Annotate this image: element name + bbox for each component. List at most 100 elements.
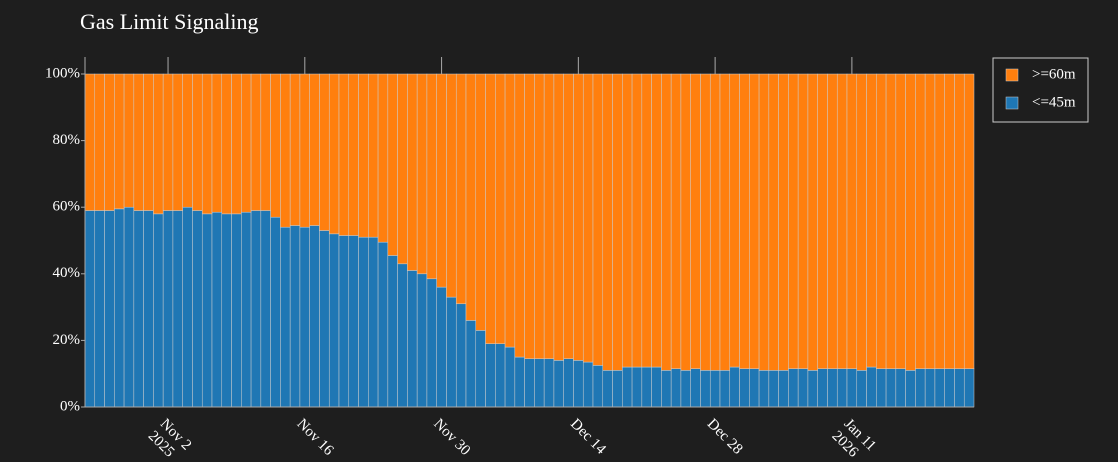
bar bbox=[905, 370, 916, 408]
bar bbox=[241, 73, 252, 213]
bar bbox=[788, 73, 799, 369]
bar bbox=[651, 73, 662, 368]
bar bbox=[407, 270, 418, 408]
bar bbox=[299, 226, 310, 408]
bar bbox=[172, 73, 183, 211]
bar bbox=[426, 73, 437, 280]
bar bbox=[84, 210, 96, 408]
bar bbox=[104, 73, 115, 211]
bar bbox=[954, 368, 965, 408]
bar bbox=[924, 368, 936, 408]
bar bbox=[446, 296, 457, 408]
bar bbox=[162, 210, 174, 408]
y-tick-label: 40% bbox=[53, 265, 81, 281]
bar bbox=[622, 73, 633, 368]
legend-swatch bbox=[1005, 96, 1019, 110]
bar bbox=[143, 210, 154, 408]
bar bbox=[876, 368, 887, 408]
bar bbox=[133, 210, 144, 408]
bar bbox=[856, 73, 867, 371]
bar bbox=[123, 206, 135, 408]
bar bbox=[241, 211, 252, 408]
bar bbox=[358, 73, 369, 238]
bar bbox=[211, 211, 223, 408]
bar bbox=[807, 73, 818, 371]
bar bbox=[338, 73, 350, 236]
bar bbox=[846, 368, 858, 408]
bar bbox=[387, 73, 398, 256]
bar bbox=[192, 210, 203, 408]
bar bbox=[114, 208, 125, 408]
chart-title: Gas Limit Signaling bbox=[80, 9, 258, 34]
bar bbox=[934, 73, 945, 369]
bar bbox=[338, 235, 350, 408]
bar bbox=[670, 368, 682, 408]
bar bbox=[182, 73, 193, 208]
bar bbox=[573, 73, 584, 361]
bar bbox=[231, 73, 242, 215]
bar bbox=[289, 73, 301, 226]
bar bbox=[797, 73, 809, 369]
bar bbox=[416, 273, 428, 408]
bar bbox=[592, 365, 604, 408]
bar bbox=[250, 210, 262, 408]
bar bbox=[524, 73, 535, 359]
bar bbox=[397, 263, 408, 408]
bar bbox=[729, 366, 740, 408]
bar bbox=[573, 360, 584, 408]
bar bbox=[651, 366, 662, 408]
bar bbox=[553, 360, 564, 408]
bar bbox=[153, 73, 164, 215]
bar bbox=[328, 73, 340, 235]
bar bbox=[602, 370, 613, 408]
bar bbox=[690, 73, 701, 369]
bar bbox=[475, 330, 486, 408]
y-tick-label: 100% bbox=[45, 65, 80, 81]
bar bbox=[280, 73, 291, 228]
bar bbox=[123, 73, 135, 208]
bar bbox=[211, 73, 223, 213]
bar bbox=[729, 73, 740, 368]
bar bbox=[465, 320, 477, 408]
bar bbox=[612, 370, 623, 408]
bar bbox=[309, 225, 320, 408]
bar bbox=[817, 73, 828, 369]
bar bbox=[700, 73, 711, 371]
bar bbox=[524, 358, 535, 408]
bar bbox=[436, 73, 447, 288]
bar bbox=[162, 73, 174, 211]
bar bbox=[836, 368, 848, 408]
bar bbox=[289, 225, 301, 408]
bar bbox=[416, 73, 428, 275]
bar bbox=[885, 368, 897, 408]
bar bbox=[260, 210, 271, 408]
bar bbox=[280, 226, 291, 408]
bar bbox=[143, 73, 154, 211]
bar bbox=[602, 73, 613, 371]
bar bbox=[885, 73, 897, 369]
bar bbox=[182, 206, 193, 408]
bar bbox=[895, 73, 906, 369]
bar bbox=[749, 368, 760, 408]
bar bbox=[270, 216, 281, 408]
bar bbox=[915, 368, 926, 408]
bar bbox=[201, 213, 213, 408]
bar bbox=[778, 370, 789, 408]
bar bbox=[270, 73, 281, 218]
bar bbox=[807, 370, 818, 408]
bar bbox=[827, 368, 838, 408]
bar bbox=[680, 73, 691, 371]
bar bbox=[563, 358, 574, 408]
bar bbox=[622, 366, 633, 408]
bar bbox=[827, 73, 838, 369]
bar bbox=[192, 73, 203, 211]
bar bbox=[680, 370, 691, 408]
bar bbox=[455, 303, 467, 408]
bar bbox=[495, 343, 506, 408]
bar bbox=[631, 366, 643, 408]
bar bbox=[924, 73, 936, 369]
bar bbox=[319, 73, 330, 231]
bar bbox=[319, 230, 330, 408]
bar bbox=[866, 73, 877, 368]
